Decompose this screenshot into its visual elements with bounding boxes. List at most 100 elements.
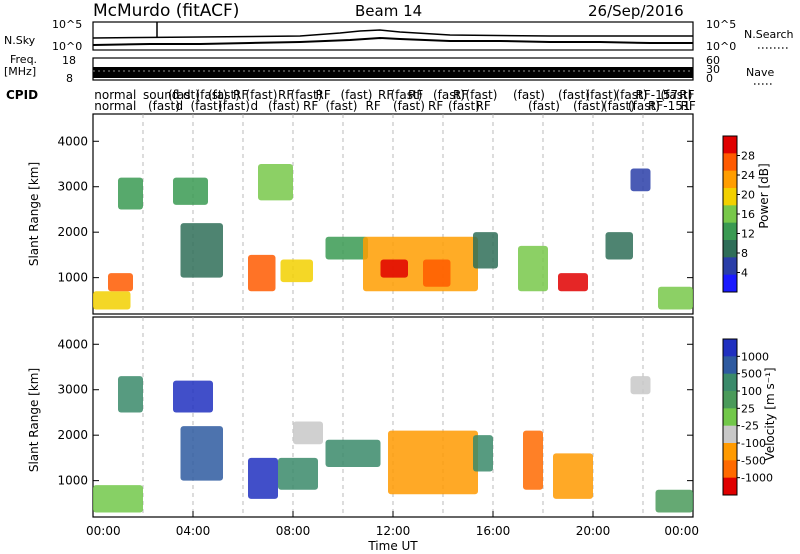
- x-tick-label-4: 16:00: [476, 524, 511, 538]
- colorbar-swatch-6: [723, 443, 737, 461]
- velocity-colorbar: 1000 500 100 25 -25 -100 -500 -1000: [722, 338, 773, 496]
- cpid-label-2: d: [176, 99, 184, 113]
- freq-left-tick-top: 18: [62, 54, 76, 67]
- colorbar-swatch-4: [723, 205, 737, 224]
- cpid-label-18: RF-151: [648, 99, 690, 113]
- cpid-label-9: RF: [366, 99, 381, 113]
- y-tick-label-3: 4000: [57, 337, 88, 351]
- colorbar-tick-label-3: 16: [741, 208, 755, 221]
- beam-title: Beam 14: [355, 2, 422, 20]
- cpid-label-13: (fast): [391, 88, 423, 102]
- cpid-label-21: (fast): [616, 88, 648, 102]
- data-patch-10: [380, 259, 408, 278]
- data-patch-7: [325, 439, 381, 467]
- data-patch-6: [258, 164, 293, 201]
- cpid-label-0: normal: [94, 88, 136, 102]
- cpid-label-1: (fast): [148, 99, 180, 113]
- cpid-row-1: normal sound(fast)d (fast)(fast)RF(fast) RF…: [94, 88, 694, 102]
- cpid-label-2: (fast): [168, 88, 200, 102]
- x-axis-label: Time UT: [367, 539, 418, 553]
- colorbar-tick-label-2: 20: [741, 189, 755, 202]
- cpid-label-14: (fast): [528, 99, 560, 113]
- cpid-label-1: sound: [143, 88, 179, 102]
- colorbar-swatch-3: [723, 391, 737, 409]
- noise-sky-trace: [92, 36, 693, 46]
- colorbar-swatch-7: [723, 460, 737, 479]
- data-patch-16: [630, 168, 651, 192]
- colorbar-swatch-0: [723, 339, 737, 357]
- station-title: McMurdo (fitACF): [93, 1, 239, 21]
- cpid-label-8: RF: [278, 88, 293, 102]
- colorbar-tick-label-2: 100: [741, 385, 762, 398]
- colorbar-swatch-0: [723, 136, 737, 154]
- data-patch-0: [93, 485, 143, 513]
- colorbar-tick-label-0: 28: [741, 150, 755, 163]
- colorbar-tick-label-6: -500: [741, 454, 766, 467]
- freq-panel: Freq. [MHz] 18 8 60 30 0 Nave: [4, 53, 774, 85]
- cpid-label-6: RF: [233, 88, 248, 102]
- velocity-y-axis-label: Slant Range [km]: [27, 368, 41, 472]
- cpid-label-6: (fast): [268, 99, 300, 113]
- colorbar-tick-label-4: 12: [741, 228, 755, 241]
- cpid-label-5: (fast): [208, 88, 240, 102]
- data-patch-9: [473, 435, 493, 472]
- data-patch-5: [278, 457, 318, 490]
- cpid-label-16: RF: [453, 88, 468, 102]
- colorbar-tick-label-6: 4: [741, 267, 748, 280]
- cpid-label-22: RF-157: [636, 88, 678, 102]
- velocity-grid: [142, 317, 644, 517]
- noise-left-tick-top: 10^5: [52, 18, 82, 31]
- cpid-label-16: (fast): [603, 99, 635, 113]
- cpid-label-4: (fast): [218, 99, 250, 113]
- cpid-label: CPID: [6, 88, 38, 102]
- colorbar-swatch-2: [723, 170, 737, 189]
- noise-right-tick-top: 10^5: [706, 18, 736, 31]
- freq-left-tick-bottom: 8: [66, 72, 73, 85]
- cpid-label-12: RF: [378, 88, 393, 102]
- y-tick-label-2: 3000: [57, 180, 88, 194]
- x-tick-label-0: 00:00: [86, 524, 121, 538]
- power-colorbar-label: Power [dB]: [757, 163, 771, 228]
- data-patch-10: [523, 430, 543, 490]
- colorbar-swatch-8: [723, 274, 737, 293]
- cpid-label-11: RF: [428, 99, 443, 113]
- cpid-label-12: (fast): [448, 99, 480, 113]
- cpid-label-3: d: [183, 88, 191, 102]
- x-tick-label-6: 00:00: [664, 524, 699, 538]
- noise-panel: N.Sky 10^5 10^0 10^5 10^0 N.Search: [4, 18, 794, 53]
- data-patch-8: [325, 236, 368, 260]
- colorbar-frame: [722, 338, 738, 496]
- power-heatmap: [93, 164, 693, 310]
- data-patch-8: [388, 430, 478, 495]
- colorbar-tick-label-5: 8: [741, 247, 748, 260]
- colorbar-tick-label-4: -25: [741, 420, 759, 433]
- data-patch-7: [280, 259, 313, 283]
- cpid-label-18: (fast): [513, 88, 545, 102]
- freq-right-tick-top: 60: [706, 54, 720, 67]
- power-y-axis-label: Slant Range [km]: [27, 162, 41, 266]
- data-patch-15: [605, 232, 633, 260]
- cpid-label-9: (fast): [291, 88, 323, 102]
- freq-trace-band: [93, 67, 693, 78]
- freq-right-tick-mid: 30: [706, 63, 720, 76]
- cpid-label-20: (fast): [586, 88, 618, 102]
- nave-label: Nave: [746, 66, 774, 79]
- x-tick-label-1: 04:00: [176, 524, 211, 538]
- data-patch-11: [423, 259, 451, 287]
- cpid-label-17: (fast): [466, 88, 498, 102]
- data-patch-11: [553, 453, 593, 499]
- y-tick-label-1: 2000: [57, 225, 88, 239]
- cpid-label-7: (fast): [246, 88, 278, 102]
- data-patch-12: [473, 232, 498, 269]
- data-patch-14: [558, 273, 588, 292]
- colorbar-tick-label-3: 25: [741, 402, 755, 415]
- velocity-panel: 1000 2000 3000 4000 Slant Range [km] 1000 50…: [27, 316, 777, 518]
- cpid-label-15: (fast): [433, 88, 465, 102]
- x-tick-label-2: 08:00: [276, 524, 311, 538]
- date-title: 26/Sep/2016: [588, 2, 684, 20]
- cpid-label-10: RF: [316, 88, 331, 102]
- data-patch-13: [518, 245, 548, 292]
- colorbar-tick-label-5: -100: [741, 437, 766, 450]
- colorbar-swatch-5: [723, 425, 737, 444]
- power-colorbar: 28 24 20 16 12 8 4: [722, 135, 755, 293]
